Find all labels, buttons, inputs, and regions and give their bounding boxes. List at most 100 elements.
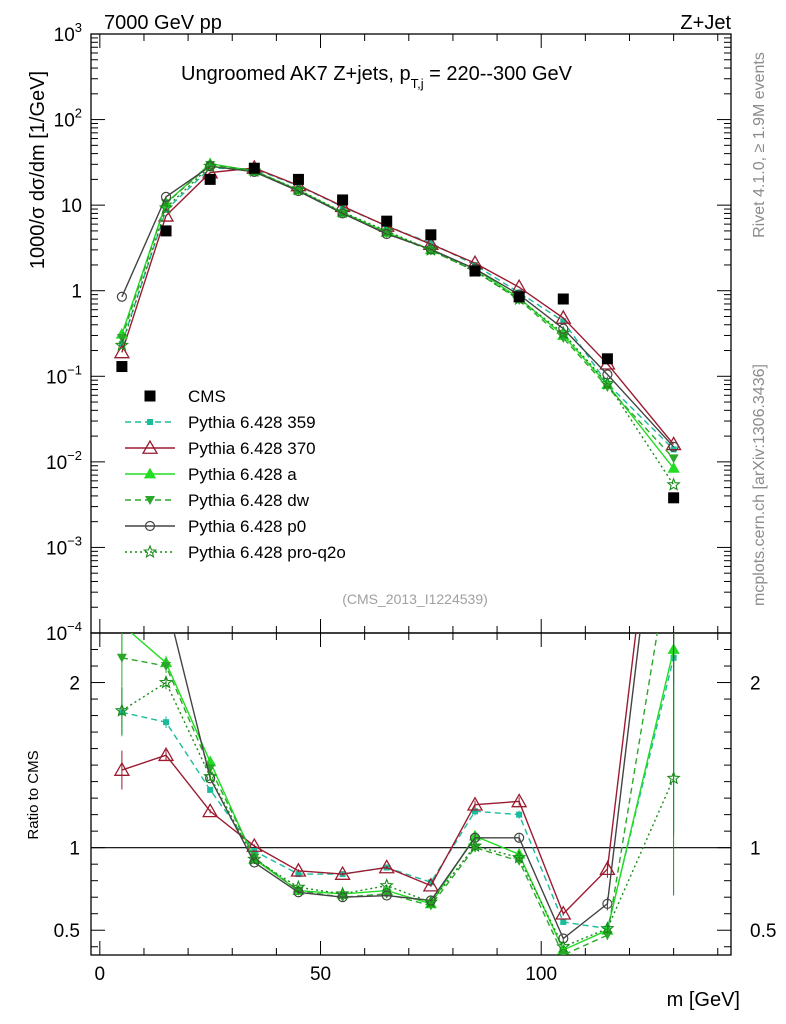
tick-exponent: 3: [75, 20, 82, 35]
series-line: [121, 167, 675, 450]
series-point: [467, 838, 483, 853]
series-point: [669, 530, 679, 539]
series-point: [145, 496, 155, 505]
series-pythia-6-428-370: [113, 159, 682, 451]
series-point: [337, 892, 348, 903]
x-tick-label: 100: [525, 964, 557, 985]
series-point: [291, 879, 306, 894]
ratio-pythia-6-428-370: [113, 633, 675, 920]
series-point: [466, 796, 484, 811]
series-point: [246, 837, 263, 852]
x-tick-label: 0: [95, 964, 106, 985]
series-point: [555, 905, 572, 920]
data-point: [601, 353, 613, 365]
main-y-tick-label: 1: [71, 282, 82, 303]
series-point: [203, 158, 218, 173]
tick-base: 10: [46, 538, 67, 559]
main-y-tick-label: 10−4: [46, 619, 82, 645]
series-point: [116, 653, 127, 663]
data-point: [381, 215, 393, 227]
main-title-tail: = 220--300 GeV: [424, 63, 573, 85]
series-point: [600, 376, 615, 390]
series-point: [668, 454, 679, 464]
ratio-line: [121, 657, 675, 930]
series-pythia-6-428-p0: [116, 161, 679, 452]
series-point: [113, 761, 131, 776]
main-y-tick-label: 102: [54, 106, 82, 132]
ratio-line: [121, 633, 637, 915]
legend-entry-cms: CMS: [144, 387, 226, 406]
series-point: [117, 620, 127, 629]
ratio-line: [130, 633, 675, 951]
series-point: [247, 851, 262, 866]
ratio-y-tick-label: 0.5: [54, 921, 80, 942]
legend: CMS Pythia 6.428 359 Pythia 6.428 370 Pythi…: [125, 387, 346, 562]
series-point: [472, 808, 478, 815]
series-point: [143, 467, 157, 479]
series-pythia-6-428-359: [118, 165, 677, 453]
series-line: [121, 165, 675, 486]
ratio-y-tick-label-right: 2: [750, 674, 761, 695]
tick-base: 10: [46, 453, 67, 474]
data-point: [425, 229, 437, 241]
series-point: [205, 773, 216, 784]
series-point: [556, 325, 571, 340]
data-point: [513, 291, 525, 303]
series-point: [511, 850, 527, 864]
series-point: [666, 770, 681, 785]
main-title: Ungroomed AK7 Z+jets, pT,j = 220--300 Ge…: [181, 63, 573, 91]
series-point: [205, 161, 216, 172]
ratio-y-tick-label: 1: [69, 839, 80, 860]
ratio-pythia-6-428-pro-q2o: [114, 661, 681, 953]
series-point: [158, 675, 174, 689]
series-point: [556, 939, 571, 953]
tick-exponent: −4: [67, 619, 82, 634]
tick-base: 1: [71, 282, 82, 303]
ratio-y-tick-label: 2: [69, 674, 80, 695]
series-point: [469, 832, 481, 843]
main-y-tick-label: 10−2: [46, 448, 82, 474]
legend-entry: Pythia 6.428 a: [125, 465, 297, 484]
series-point: [114, 703, 130, 717]
series-point: [602, 898, 613, 909]
ratio-y-axis-label: Ratio to CMS: [25, 750, 42, 839]
series-point: [560, 318, 567, 325]
series-point: [141, 439, 159, 454]
legend-label: CMS: [188, 387, 226, 406]
tick-base: 10: [46, 367, 67, 388]
series-point: [558, 334, 569, 344]
series-point: [335, 886, 350, 901]
data-point: [337, 194, 349, 206]
tick-base: 10: [61, 196, 82, 217]
main-y-tick-label: 10: [61, 196, 82, 217]
legend-entry: Pythia 6.428 359: [125, 413, 316, 432]
data-point: [248, 162, 260, 174]
ratio-series-group: [113, 530, 681, 955]
series-point: [335, 204, 350, 219]
series-point: [600, 921, 615, 935]
main-y-tick-label: 10−3: [46, 533, 82, 559]
header-right: Z+Jet: [680, 12, 731, 34]
main-title-text: Ungroomed AK7 Z+jets, p: [181, 63, 411, 85]
series-point: [142, 544, 158, 559]
series-point: [514, 832, 525, 843]
series-point: [668, 441, 679, 452]
analysis-tag: (CMS_2013_I1224539): [342, 591, 488, 607]
series-point: [423, 242, 439, 256]
data-point: [116, 361, 128, 373]
series-point: [291, 182, 306, 196]
tick-base: 10: [54, 25, 75, 46]
main-panel-frame: [90, 33, 732, 634]
tick-base: 10: [46, 624, 67, 645]
series-point: [560, 918, 567, 925]
series-point: [207, 786, 214, 793]
tick-exponent: 2: [75, 106, 82, 121]
legend-entry: Pythia 6.428 p0: [125, 517, 306, 536]
ratio-pythia-6-428-a: [117, 620, 680, 955]
ratio-axis-ticks: [91, 632, 731, 955]
series-point: [113, 344, 131, 359]
ratio-tick-labels: 0.5 0.5 1 1 2 2 0 50 100: [54, 674, 777, 985]
main-title-subscript: T,j: [411, 76, 424, 91]
series-point: [423, 894, 439, 909]
